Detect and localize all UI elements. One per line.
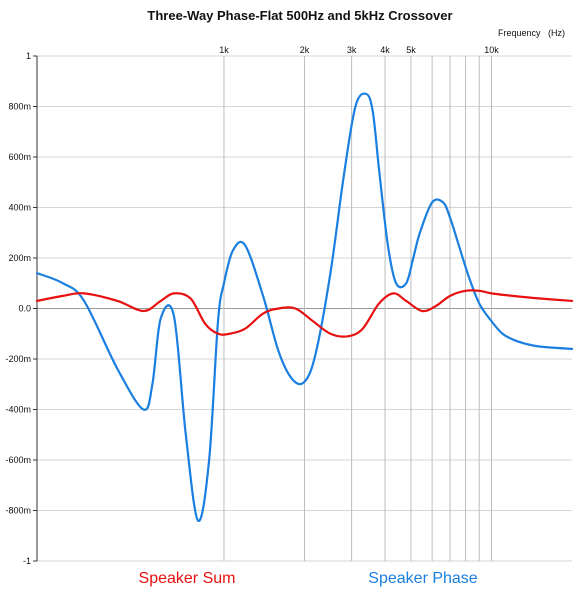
y-tick-label: 0.0 [18,304,31,314]
y-tick-label: 600m [8,152,31,162]
y-tick-label: 200m [8,253,31,263]
y-tick-label: -600m [5,455,31,465]
x-tick-label: 10k [484,45,499,55]
y-tick-label: 1 [26,51,31,61]
x-tick-label: 2k [300,45,310,55]
series-line-speaker-phase [35,92,574,522]
y-tick-label: 800m [8,102,31,112]
legend-item-speaker-sum: Speaker Sum [139,570,236,587]
x-tick-label: 5k [406,45,416,55]
series-line-speaker-sum [35,289,574,338]
grid-layer [37,55,572,562]
y-tick-label: 400m [8,203,31,213]
y-tick-label: -200m [5,354,31,364]
y-tick-label: -800m [5,506,31,516]
y-tick-label: -400m [5,405,31,415]
y-tick-label: -1 [23,556,31,566]
series-layer [35,92,574,522]
axis-layer: 1 800m 600m 400m 200m 0.0 -200m -400m -600m -800m… [5,45,499,566]
legend-item-speaker-phase: Speaker Phase [368,570,478,587]
x-tick-label: 4k [380,45,390,55]
legend: Speaker Sum Speaker Phase [139,570,478,587]
x-tick-label: 1k [219,45,229,55]
x-axis-label: Frequency (Hz) [498,28,565,38]
x-tick-label: 3k [347,45,357,55]
chart-title: Three-Way Phase-Flat 500Hz and 5kHz Cros… [147,8,452,23]
